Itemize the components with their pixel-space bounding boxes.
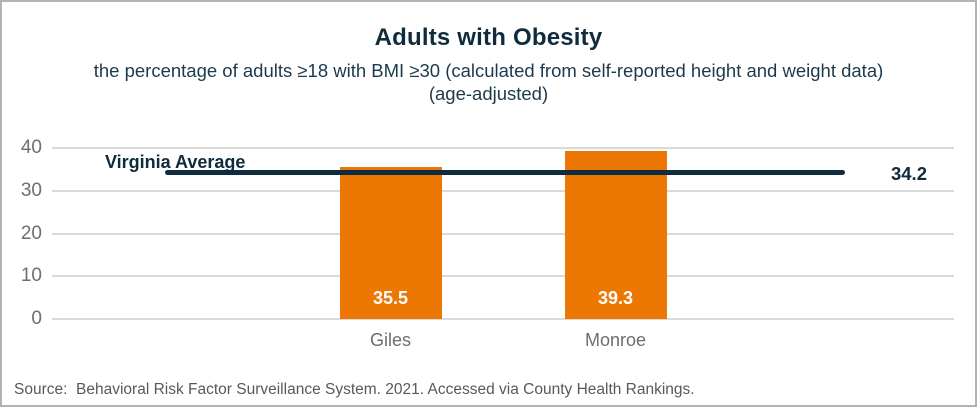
average-line-label: Virginia Average [105,152,246,172]
bar: 35.5 [339,167,442,319]
average-line [165,170,845,176]
y-tick-label: 0 [31,308,42,329]
source-note: Source: Behavioral Risk Factor Surveilla… [14,381,695,398]
gridline [52,318,954,320]
x-category-label: Giles [369,330,411,350]
gridline [52,232,954,235]
chart-subtitle: the percentage of adults ≥18 with BMI ≥3… [93,60,884,104]
y-tick-label: 20 [20,222,42,244]
gridline [52,147,954,149]
bar: 39.3 [564,150,667,319]
y-tick-label: 40 [20,137,42,158]
chart-title: Adults with Obesity [374,24,603,51]
gridline [52,189,954,192]
y-tick-label: 30 [20,179,42,201]
gridline [52,275,954,278]
y-tick-label: 10 [20,265,42,287]
bar-value-label: 39.3 [597,287,634,308]
x-category-label: Monroe [584,330,647,350]
average-line-value: 34.2 [890,163,927,184]
bar-value-label: 35.5 [372,287,409,308]
